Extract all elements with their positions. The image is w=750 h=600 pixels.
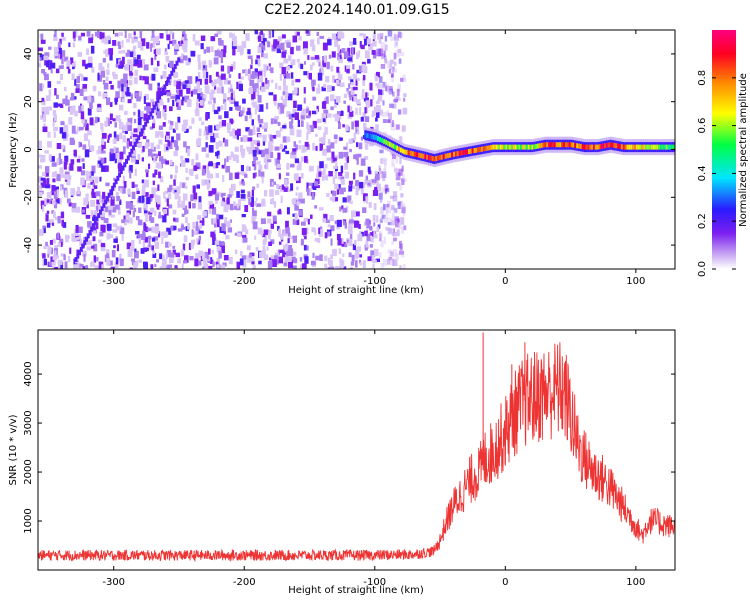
spectrogram-y-label: Frequency (Hz) xyxy=(8,112,19,188)
spectrogram-y-tick-label: -20 xyxy=(23,189,34,205)
snr-x-tick-label: -200 xyxy=(233,577,256,588)
colorbar-tick-label: 0.8 xyxy=(697,70,708,86)
colorbar: 0.0 0.2 0.4 0.6 0.8 Normalized spectral ampl… xyxy=(697,30,749,277)
colorbar-tick-label: 0.0 xyxy=(697,261,708,277)
snr-y-tick-label: 2000 xyxy=(23,459,34,484)
chart-title: C2E2.2024.140.01.09.G15 xyxy=(264,2,450,18)
spectrogram-noise xyxy=(38,30,408,269)
snr-y-ticks: 1000 2000 3000 4000 xyxy=(23,361,675,534)
spectrogram-signal-track xyxy=(364,127,675,168)
snr-series-layer xyxy=(38,332,675,563)
spectrogram-y-tick-label: 20 xyxy=(23,95,34,108)
spectrogram-y-ticks: -40 -20 0 20 40 xyxy=(23,48,675,253)
colorbar-tick-label: 0.6 xyxy=(697,118,708,134)
spectrogram-x-tick-label: -100 xyxy=(363,276,386,287)
snr-frame xyxy=(37,329,676,571)
colorbar-ticks: 0.0 0.2 0.4 0.6 0.8 xyxy=(697,70,736,277)
snr-x-label: Height of straight line (km) xyxy=(288,585,424,596)
snr-x-ticks: -300 -200 -100 0 100 xyxy=(102,330,645,588)
colorbar-label: Normalized spectral amplitude xyxy=(738,73,749,227)
spectrogram-y-tick-label: -40 xyxy=(23,237,34,253)
snr-x-tick-label: -100 xyxy=(363,577,386,588)
spectrogram-y-tick-label: 40 xyxy=(23,48,34,61)
snr-y-tick-label: 1000 xyxy=(23,508,34,533)
snr-x-tick-label: 100 xyxy=(626,577,645,588)
spectrogram-x-tick-label: -200 xyxy=(233,276,256,287)
spectrogram-y-tick-label: 0 xyxy=(23,146,34,152)
spectrogram-x-tick-label: 100 xyxy=(626,276,645,287)
snr-y-tick-label: 3000 xyxy=(23,410,34,435)
colorbar-tick-label: 0.2 xyxy=(697,213,708,229)
snr-y-tick-label: 4000 xyxy=(23,361,34,386)
colorbar-tick-label: 0.4 xyxy=(697,165,708,181)
spectrogram-x-ticks: -300 -200 -100 0 100 xyxy=(102,30,645,287)
snr-x-tick-label: 0 xyxy=(502,577,508,588)
snr-y-label: SNR (10 * v/v) xyxy=(8,414,19,485)
snr-line xyxy=(38,342,675,563)
spectrogram-x-tick-label: 0 xyxy=(502,276,508,287)
snr-panel: -300 -200 -100 0 100 1000 2000 3000 4000 Height… xyxy=(8,329,676,596)
snr-x-tick-label: -300 xyxy=(102,577,125,588)
spectrogram-x-label: Height of straight line (km) xyxy=(288,285,424,296)
spectrogram-x-tick-label: -300 xyxy=(102,276,125,287)
colorbar-gradient xyxy=(712,30,736,269)
